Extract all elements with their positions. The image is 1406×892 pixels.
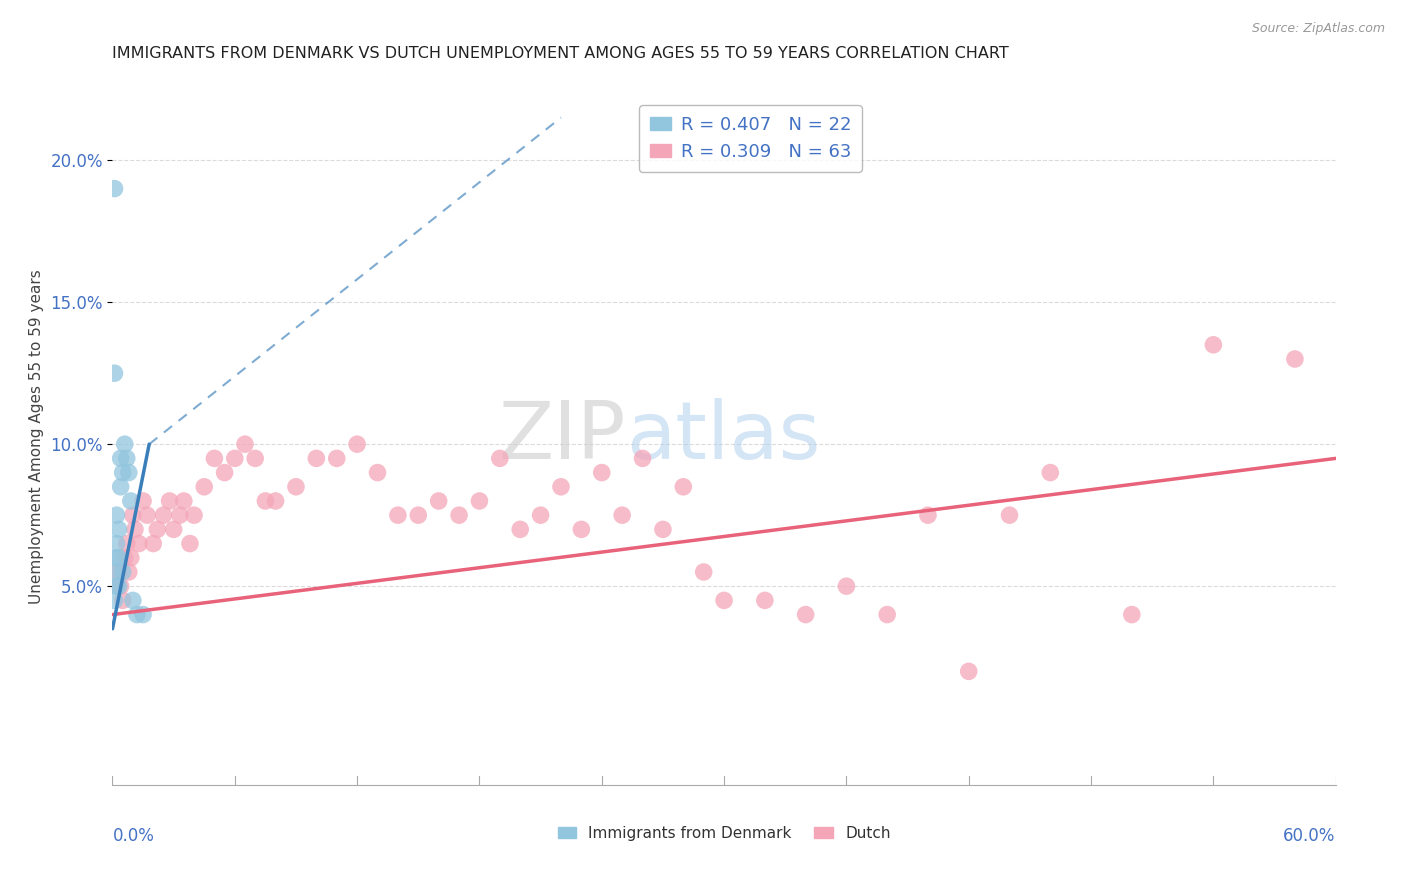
Point — [122, 593, 145, 607]
Text: IMMIGRANTS FROM DENMARK VS DUTCH UNEMPLOYMENT AMONG AGES 55 TO 59 YEARS CORRELAT: IMMIGRANTS FROM DENMARK VS DUTCH UNEMPLO… — [112, 46, 1010, 62]
Point — [132, 607, 155, 622]
Point — [103, 181, 125, 195]
Text: Source: ZipAtlas.com: Source: ZipAtlas.com — [1251, 22, 1385, 36]
Point — [103, 366, 125, 380]
Point — [159, 494, 181, 508]
Point — [105, 579, 128, 593]
Point — [794, 607, 817, 622]
Point — [115, 451, 138, 466]
Point — [224, 451, 246, 466]
Point — [447, 508, 470, 523]
Point — [591, 466, 613, 480]
Point — [264, 494, 287, 508]
Point — [105, 508, 128, 523]
Point — [118, 466, 141, 480]
Point — [146, 522, 169, 536]
Y-axis label: Unemployment Among Ages 55 to 59 years: Unemployment Among Ages 55 to 59 years — [30, 269, 44, 605]
Point — [136, 508, 159, 523]
Point — [107, 550, 129, 565]
Point — [489, 451, 512, 466]
Point — [111, 593, 134, 607]
Point — [550, 480, 572, 494]
Point — [427, 494, 450, 508]
Point — [103, 593, 125, 607]
Point — [957, 665, 980, 679]
Point — [917, 508, 939, 523]
Point — [509, 522, 531, 536]
Point — [152, 508, 174, 523]
Point — [114, 437, 136, 451]
Point — [110, 480, 132, 494]
Point — [183, 508, 205, 523]
Point — [305, 451, 328, 466]
Text: ZIP: ZIP — [499, 398, 626, 476]
Point — [118, 565, 141, 579]
Point — [610, 508, 633, 523]
Point — [284, 480, 308, 494]
Text: 60.0%: 60.0% — [1284, 827, 1336, 845]
Point — [114, 550, 136, 565]
Point — [107, 522, 129, 536]
Point — [245, 451, 267, 466]
Point — [652, 522, 675, 536]
Point — [173, 494, 195, 508]
Point — [631, 451, 654, 466]
Point — [111, 466, 134, 480]
Point — [204, 451, 226, 466]
Point — [110, 451, 132, 466]
Point — [366, 466, 388, 480]
Point — [408, 508, 430, 523]
Point — [128, 536, 150, 550]
Point — [169, 508, 191, 523]
Point — [124, 522, 146, 536]
Point — [1202, 338, 1225, 352]
Point — [179, 536, 201, 550]
Point — [1284, 351, 1306, 366]
Point — [468, 494, 491, 508]
Point — [346, 437, 368, 451]
Point — [571, 522, 593, 536]
Point — [254, 494, 277, 508]
Point — [1039, 466, 1062, 480]
Point — [132, 494, 155, 508]
Point — [529, 508, 551, 523]
Point — [998, 508, 1021, 523]
Point — [1121, 607, 1143, 622]
Point — [326, 451, 349, 466]
Point — [193, 480, 215, 494]
Point — [754, 593, 776, 607]
Point — [120, 550, 142, 565]
Point — [163, 522, 186, 536]
Point — [125, 607, 148, 622]
Point — [672, 480, 695, 494]
Point — [103, 565, 125, 579]
Legend: Immigrants from Denmark, Dutch: Immigrants from Denmark, Dutch — [551, 820, 897, 847]
Point — [105, 550, 128, 565]
Point — [142, 536, 165, 550]
Point — [835, 579, 858, 593]
Point — [876, 607, 898, 622]
Point — [105, 536, 128, 550]
Point — [107, 579, 129, 593]
Point — [111, 565, 134, 579]
Point — [105, 579, 128, 593]
Point — [122, 508, 145, 523]
Point — [713, 593, 735, 607]
Text: atlas: atlas — [626, 398, 821, 476]
Point — [387, 508, 409, 523]
Point — [107, 565, 129, 579]
Point — [693, 565, 716, 579]
Point — [115, 536, 138, 550]
Point — [214, 466, 236, 480]
Text: 0.0%: 0.0% — [112, 827, 155, 845]
Point — [233, 437, 256, 451]
Point — [120, 494, 142, 508]
Point — [110, 579, 132, 593]
